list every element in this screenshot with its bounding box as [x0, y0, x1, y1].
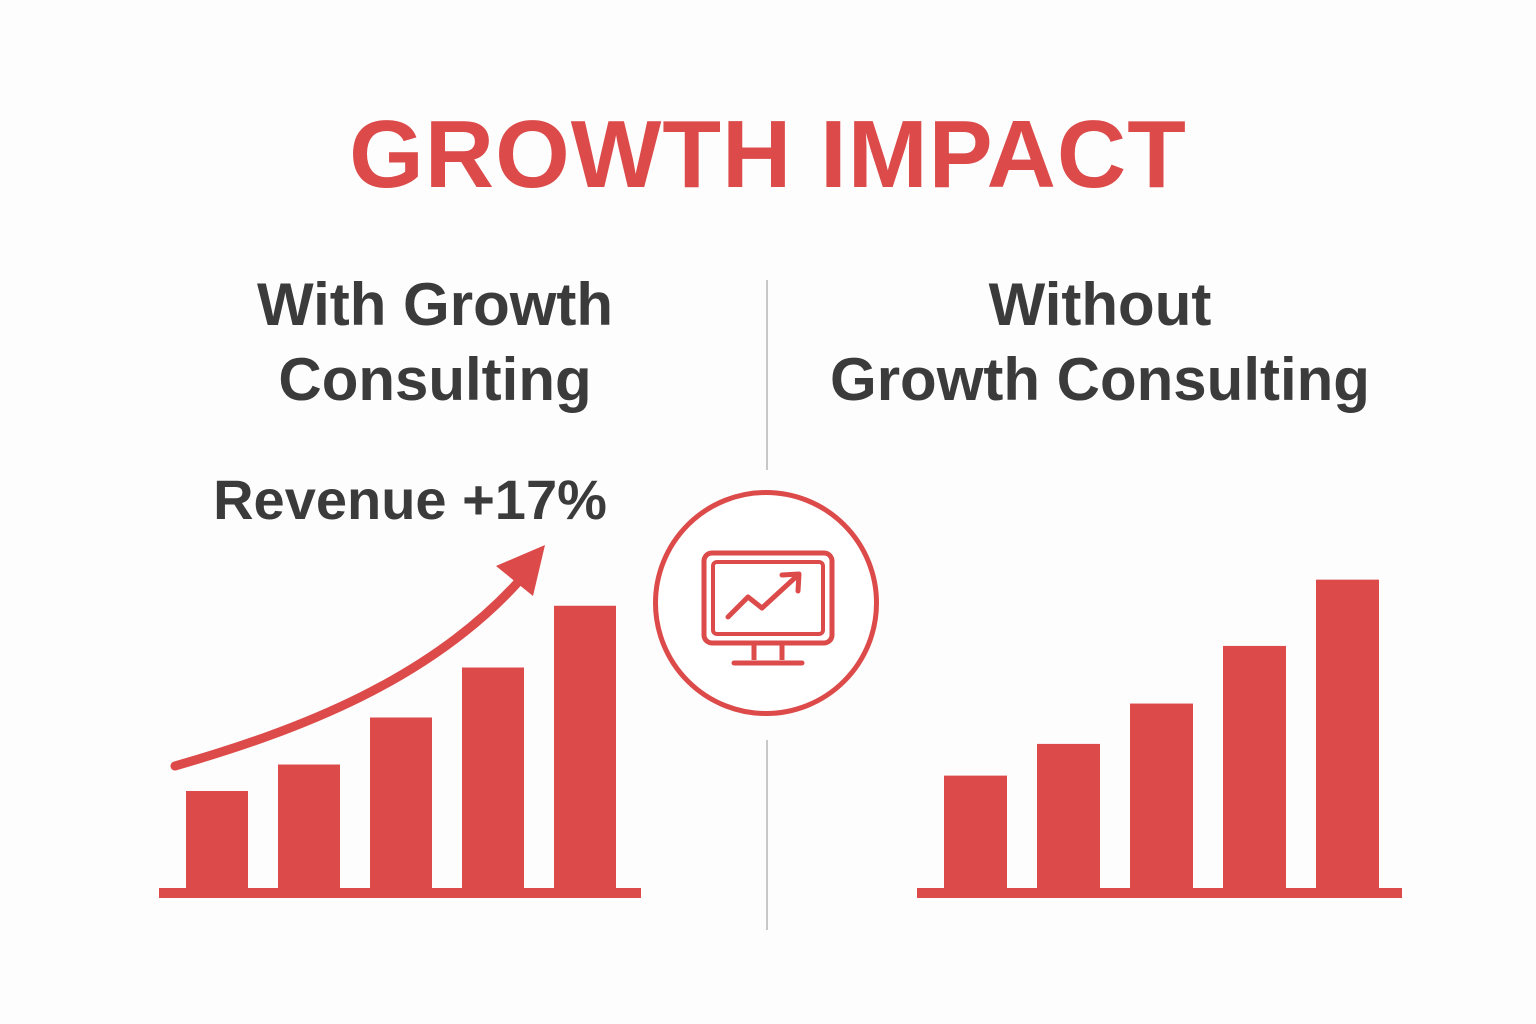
without-bar-1 — [944, 775, 1007, 888]
without-consulting-heading-line2: Growth Consulting — [830, 346, 1370, 413]
with-consulting-heading: With Growth Consulting — [180, 267, 690, 417]
without-consulting-heading-line1: Without — [988, 271, 1212, 338]
monitor-trend-icon — [701, 550, 835, 666]
chart-with-consulting — [159, 545, 641, 898]
without-bar-5 — [1316, 579, 1379, 888]
divider-bottom — [766, 740, 768, 930]
without-consulting-heading: Without Growth Consulting — [800, 267, 1400, 417]
revenue-annotation: Revenue +17% — [213, 468, 607, 531]
trend-arrow-head — [496, 545, 545, 596]
with-bar-1 — [186, 790, 248, 888]
with-consulting-heading-line2: Consulting — [278, 346, 592, 413]
divider-top — [766, 280, 768, 470]
with-bar-4 — [462, 667, 524, 888]
with-bar-3 — [370, 717, 432, 888]
with-bar-2 — [278, 764, 340, 888]
center-badge — [653, 490, 879, 716]
with-consulting-heading-line1: With Growth — [256, 271, 614, 338]
without-bar-2 — [1037, 743, 1100, 888]
page-title: GROWTH IMPACT — [349, 101, 1187, 208]
with-bar-5 — [554, 605, 616, 888]
without-bar-3 — [1130, 703, 1193, 888]
without-bar-4 — [1223, 645, 1286, 888]
trend-arrow-line — [170, 575, 525, 771]
